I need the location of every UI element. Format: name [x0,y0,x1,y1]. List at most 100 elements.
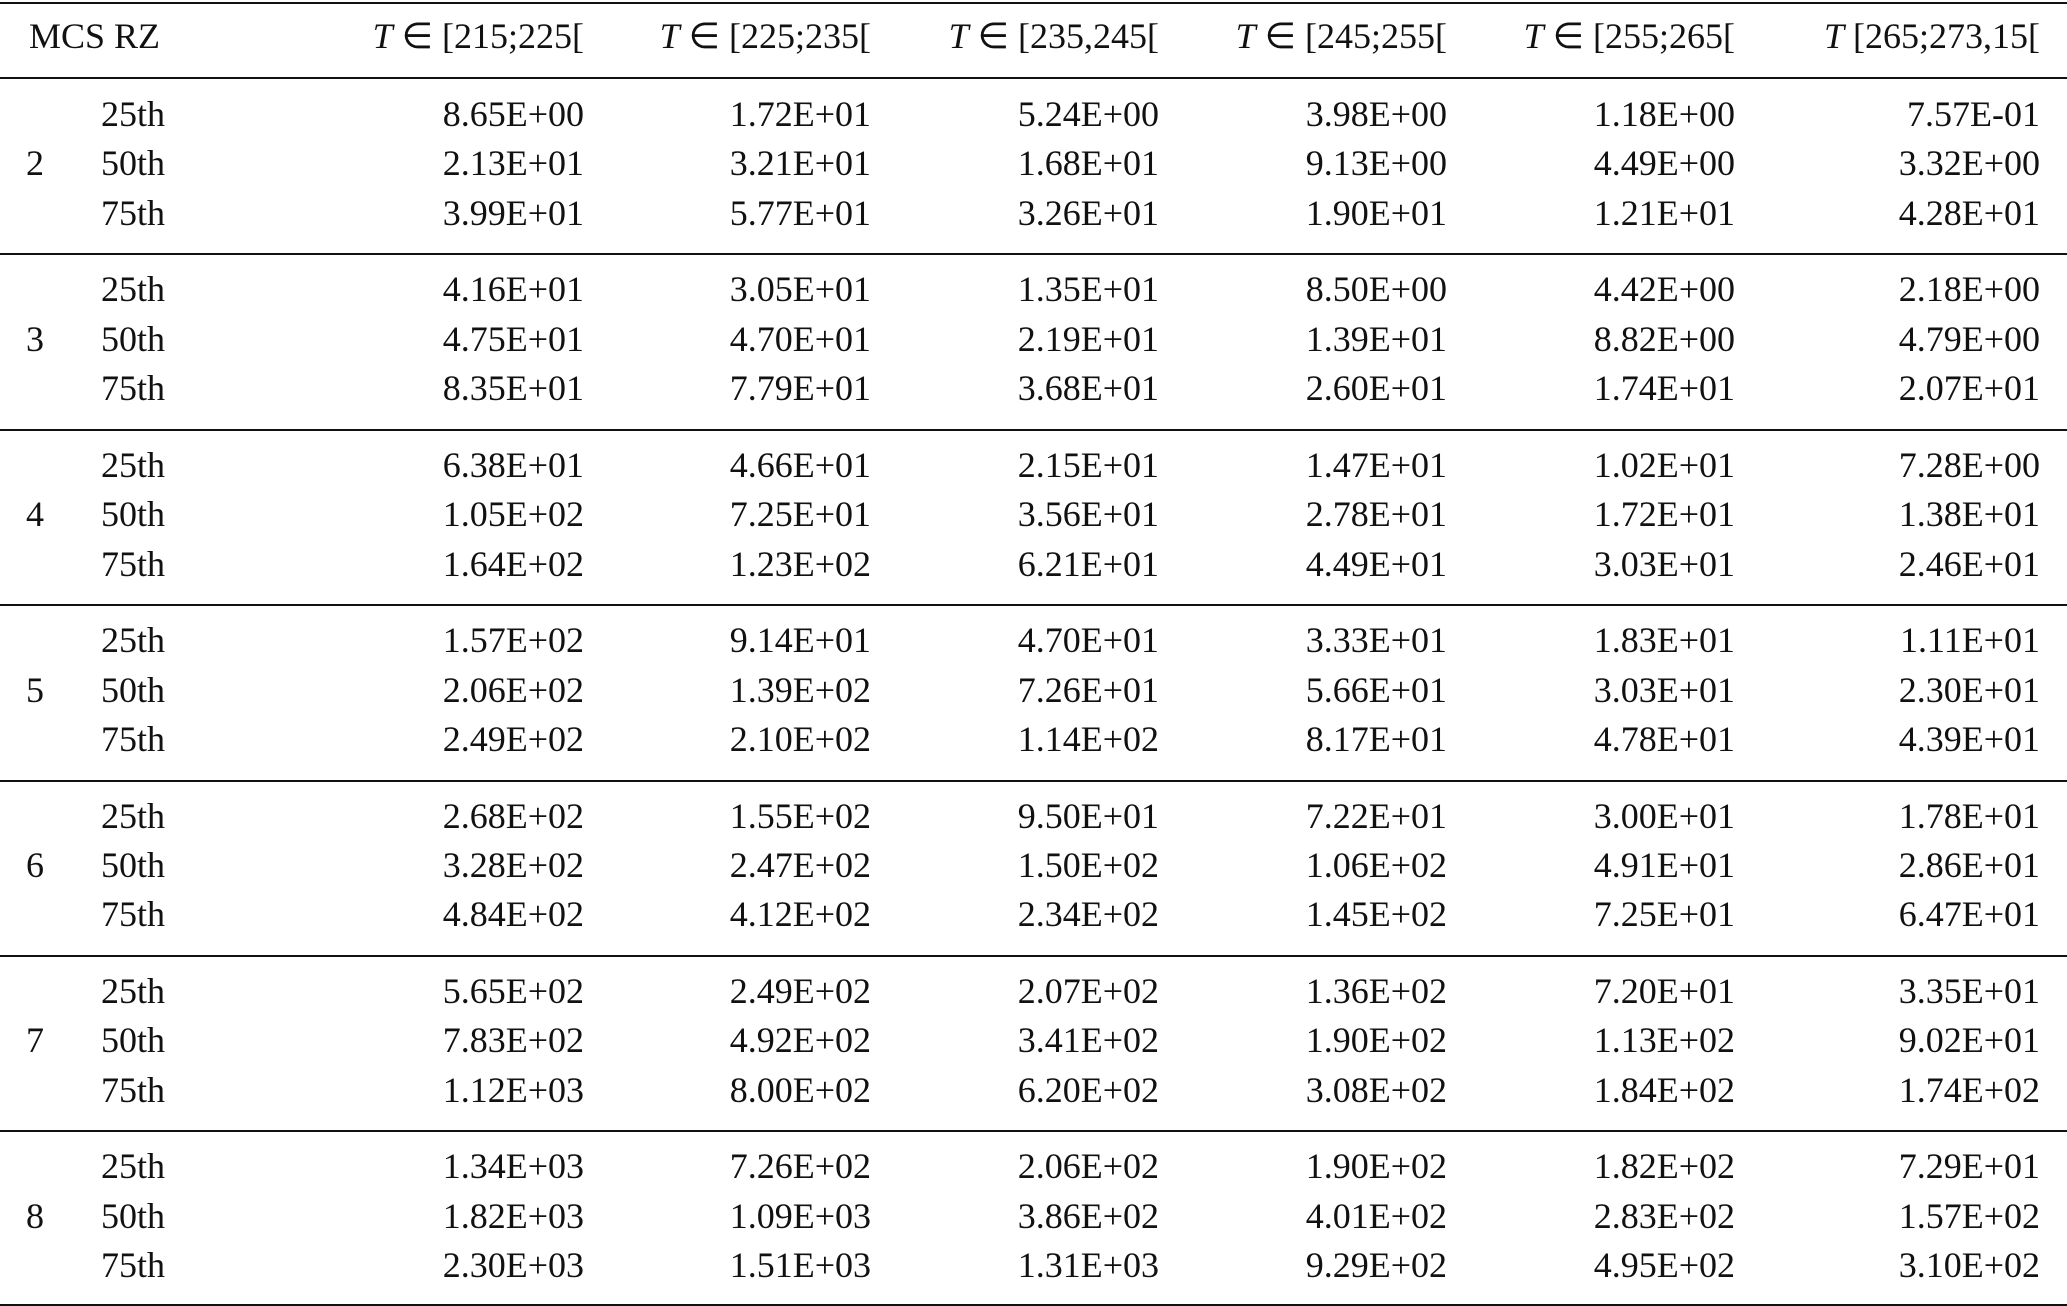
value-cell: 4.92E+02 [729,1020,871,1061]
header-symbol: T [948,16,969,56]
value-cell: 7.83E+02 [442,1020,584,1061]
value-cell: 1.83E+01 [1593,620,1735,661]
value-cell: 2.86E+01 [1898,845,2040,885]
value-cell: 4.70E+01 [729,318,871,359]
value-cell: 2.78E+01 [1305,494,1447,535]
rz-label: 4 [26,494,44,535]
value-cell: 1.02E+01 [1593,444,1735,485]
value-cell: 2.47E+02 [729,845,871,885]
value-cell: 4.49E+01 [1305,543,1447,584]
value-cell: 1.90E+02 [1305,1020,1447,1061]
group-rule [0,604,2067,607]
percentile-label: 25th [101,1146,166,1187]
header-symbol: T [372,16,393,56]
value-cell: 4.95E+02 [1593,1245,1735,1286]
value-cell: 9.29E+02 [1305,1245,1447,1286]
percentile-label: 25th [101,94,166,134]
value-cell: 2.60E+01 [1305,368,1447,409]
value-cell: 2.07E+01 [1898,368,2040,409]
value-cell: 2.10E+02 [729,719,871,759]
value-cell: 1.12E+03 [442,1069,584,1110]
percentile-label: 50th [101,494,166,535]
value-cell: 1.35E+01 [1017,269,1159,310]
value-cell: 7.79E+01 [729,368,871,409]
value-cell: 4.75E+01 [442,318,584,359]
header-cell: T ∈ [225;235[ [660,16,871,56]
value-cell: 2.49E+02 [729,971,871,1011]
value-cell: 4.42E+00 [1593,269,1735,310]
header-cell: T [265;273,15[ [1824,16,2040,56]
value-cell: 1.45E+02 [1305,894,1447,935]
header-first: MCS RZ [29,16,161,56]
value-cell: 8.35E+01 [442,368,584,409]
percentile-label: 75th [101,368,166,409]
value-cell: 2.49E+02 [442,719,584,759]
percentile-label: 25th [101,620,166,661]
value-cell: 1.64E+02 [442,543,584,584]
value-cell: 4.84E+02 [442,894,584,935]
value-cell: 7.20E+01 [1593,971,1735,1011]
value-cell: 9.14E+01 [729,620,871,661]
value-cell: 7.26E+01 [1017,669,1159,710]
value-cell: 2.83E+02 [1593,1195,1735,1236]
value-cell: 4.70E+01 [1017,620,1159,661]
percentile-label: 25th [101,269,166,310]
value-cell: 1.78E+01 [1898,795,2040,836]
header-symbol: T [659,16,680,56]
value-cell: 2.30E+03 [442,1245,584,1286]
value-cell: 2.07E+02 [1017,971,1159,1011]
value-cell: 1.21E+01 [1593,192,1735,233]
group-rule [0,428,2067,431]
value-cell: 3.86E+02 [1017,1195,1159,1236]
value-cell: 5.66E+01 [1305,669,1447,710]
value-cell: 6.47E+01 [1898,894,2040,935]
value-cell: 3.21E+01 [729,143,871,184]
value-cell: 1.09E+03 [729,1195,871,1236]
header-rule [0,77,2067,79]
value-cell: 1.13E+02 [1593,1020,1735,1061]
value-cell: 1.05E+02 [442,494,584,535]
value-cell: 1.82E+03 [442,1195,584,1236]
percentile-label: 25th [101,795,166,836]
percentile-label: 50th [101,1195,166,1236]
value-cell: 6.20E+02 [1017,1069,1159,1110]
value-cell: 1.18E+00 [1593,94,1735,134]
value-cell: 6.21E+01 [1017,543,1159,584]
value-cell: 1.84E+02 [1593,1069,1735,1110]
value-cell: 1.34E+03 [442,1146,584,1187]
value-cell: 1.55E+02 [729,795,871,836]
percentile-label: 75th [101,894,166,935]
value-cell: 3.10E+02 [1898,1245,2040,1286]
value-cell: 1.90E+02 [1305,1146,1447,1187]
value-cell: 1.82E+02 [1593,1146,1735,1187]
value-cell: 3.98E+00 [1305,94,1447,134]
header-label: [265;273,15[ [1853,16,2040,56]
value-cell: 3.03E+01 [1593,669,1735,710]
value-cell: 7.25E+01 [1593,894,1735,935]
value-cell: 4.49E+00 [1593,143,1735,184]
header-label: ∈ [225;235[ [688,16,871,56]
value-cell: 2.30E+01 [1898,669,2040,710]
value-cell: 7.29E+01 [1898,1146,2040,1187]
value-cell: 3.00E+01 [1593,795,1735,836]
value-cell: 8.65E+00 [442,94,584,134]
value-cell: 1.50E+02 [1017,845,1159,885]
percentile-label: 50th [101,845,166,885]
value-cell: 1.31E+03 [1017,1245,1159,1286]
rz-label: 6 [26,845,44,885]
value-cell: 9.50E+01 [1017,795,1159,836]
value-cell: 2.06E+02 [1017,1146,1159,1187]
value-cell: 1.11E+01 [1900,620,2040,661]
header-symbol: T [1523,16,1544,56]
rz-label: 8 [26,1195,44,1236]
value-cell: 3.26E+01 [1017,192,1159,233]
value-cell: 8.00E+02 [729,1069,871,1110]
value-cell: 4.16E+01 [442,269,584,310]
value-cell: 1.74E+02 [1898,1069,2040,1110]
value-cell: 1.39E+02 [729,669,871,710]
value-cell: 3.28E+02 [442,845,584,885]
value-cell: 7.57E-01 [1907,94,2040,134]
percentile-label: 50th [101,318,166,359]
percentile-label: 75th [101,1069,166,1110]
